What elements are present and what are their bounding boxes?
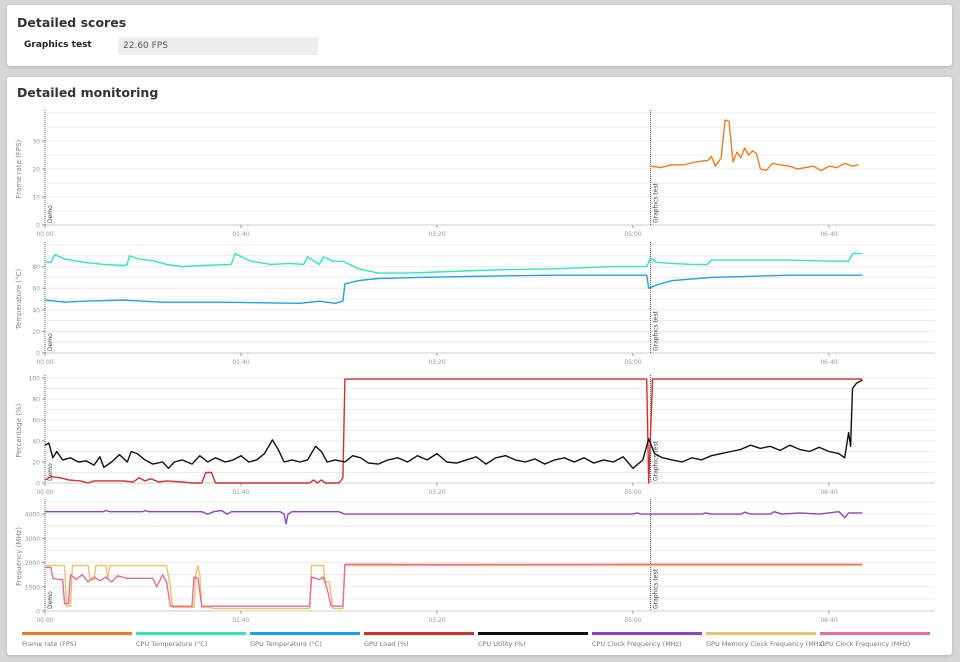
detailed-scores-title: Detailed scores: [17, 15, 127, 30]
x-tick-label: 01:40: [232, 359, 249, 366]
y-tick-label: 20: [32, 329, 40, 336]
marker-label-demo: Demo: [47, 333, 54, 351]
y-tick-label: 60: [32, 418, 40, 425]
y-axis-label: Frame rate (FPS): [15, 139, 23, 198]
detailed-monitoring-title: Detailed monitoring: [17, 85, 159, 100]
series-gpu-temp: [44, 274, 863, 304]
marker-label-demo: Demo: [47, 463, 54, 481]
legend-swatch: [706, 632, 816, 635]
y-tick-label: 30: [32, 139, 40, 146]
x-tick-label: 00:00: [36, 489, 53, 496]
marker-label-graphics-test: Graphics test: [653, 568, 660, 609]
x-tick-label: 03:20: [428, 489, 445, 496]
series-gpu-clock: [45, 563, 863, 607]
y-tick-label: 0: [36, 481, 40, 488]
legend-label: CPU Temperature (°C): [136, 640, 207, 648]
x-tick-label: 03:20: [428, 617, 445, 624]
chart-panel-2: 0 20 40 60 80 00:00 01:40 03:20 05:00 06:40 Temper…: [15, 242, 935, 366]
legend-swatch: [820, 632, 930, 635]
x-tick-label: 05:00: [624, 231, 641, 238]
y-axis-label: Temperature (°C): [15, 269, 23, 331]
legend-swatch: [250, 632, 360, 635]
graphics-test-value: 22.60 FPS: [118, 37, 318, 55]
x-tick-label: 06:40: [820, 359, 837, 366]
x-tick-label: 06:40: [820, 617, 837, 624]
legend-item-gpu-clock: GPU Clock Frequency (MHz): [820, 632, 930, 648]
legend-swatch: [592, 632, 702, 635]
legend-label: GPU Clock Frequency (MHz): [820, 640, 910, 648]
y-tick-label: 1000: [25, 584, 40, 591]
y-tick-label: 40: [32, 439, 40, 446]
graphics-test-label: Graphics test: [24, 40, 92, 50]
legend-swatch: [136, 632, 246, 635]
legend-label: GPU Load (%): [364, 640, 409, 648]
y-axis-label: Frequency (MHz): [15, 527, 23, 586]
x-tick-label: 01:40: [232, 231, 249, 238]
marker-label-demo: Demo: [47, 591, 54, 609]
chart-panel-4: 0 1000 2000 3000 4000 00:00 01:40 03:20 05:00 06:…: [15, 499, 935, 624]
x-tick-label: 00:00: [36, 231, 53, 238]
x-tick-label: 06:40: [820, 489, 837, 496]
y-tick-label: 0: [36, 223, 40, 230]
x-tick-label: 03:20: [428, 359, 445, 366]
legend-label: CPU Utility (%): [478, 640, 526, 648]
x-tick-label: 01:40: [232, 489, 249, 496]
legend-item-cpu-clock: CPU Clock Frequency (MHz): [592, 632, 702, 648]
x-tick-label: 06:40: [820, 231, 837, 238]
detailed-monitoring-card: Detailed monitoring: [7, 77, 952, 655]
marker-label-demo: Demo: [47, 205, 54, 223]
y-tick-label: 0: [36, 609, 40, 616]
marker-label-graphics-test: Graphics test: [653, 440, 660, 481]
detailed-scores-card: Detailed scores Graphics test 22.60 FPS: [7, 5, 952, 66]
legend-label: CPU Clock Frequency (MHz): [592, 640, 682, 648]
y-tick-label: 2000: [25, 560, 40, 567]
y-tick-label: 0: [36, 351, 40, 358]
x-tick-label: 05:00: [624, 489, 641, 496]
y-tick-label: 20: [32, 460, 40, 467]
legend-item-gpu-mem-clock: GPU Memory Clock Frequency (MHz): [706, 632, 825, 648]
legend-label: GPU Memory Clock Frequency (MHz): [706, 640, 825, 648]
y-tick-label: 4000: [25, 512, 40, 519]
legend-swatch: [478, 632, 588, 635]
y-tick-label: 60: [32, 286, 40, 293]
legend-swatch: [22, 632, 132, 635]
y-tick-label: 100: [29, 376, 41, 383]
legend-label: Frame rate (FPS): [22, 640, 76, 648]
x-tick-label: 03:20: [428, 231, 445, 238]
x-tick-label: 01:40: [232, 617, 249, 624]
y-tick-label: 20: [32, 167, 40, 174]
y-axis-label: Percentage (%): [15, 403, 23, 457]
marker-label-graphics-test: Graphics test: [653, 310, 660, 351]
series-cpu-clock: [45, 509, 863, 525]
x-tick-label: 00:00: [36, 617, 53, 624]
x-tick-label: 05:00: [624, 359, 641, 366]
legend-item-gpu-temp: GPU Temperature (°C): [250, 632, 360, 648]
legend-label: GPU Temperature (°C): [250, 640, 322, 648]
y-tick-label: 3000: [25, 536, 40, 543]
chart-panel-1: 0 10 20 30 00:00 01:40 03:20 05:00 06:40 Frame ra…: [15, 110, 935, 238]
y-tick-label: 80: [32, 397, 40, 404]
chart-panel-3: 0 20 40 60 80 100 00:00 01:40 03:20 05:00 06:40 Per…: [15, 375, 935, 496]
x-tick-label: 00:00: [36, 359, 53, 366]
y-tick-label: 80: [32, 264, 40, 271]
legend: Frame rate (FPS) CPU Temperature (°C) GPU …: [22, 632, 930, 648]
y-tick-label: 40: [32, 307, 40, 314]
legend-item-gpu-load: GPU Load (%): [364, 632, 474, 648]
series-cpu-util: [44, 379, 863, 469]
legend-item-cpu-temp: CPU Temperature (°C): [136, 632, 246, 648]
marker-label-graphics-test: Graphics test: [653, 182, 660, 223]
legend-item-cpu-util: CPU Utility (%): [478, 632, 588, 648]
series-fps: [650, 119, 859, 172]
series-gpu-load: [44, 378, 863, 484]
x-tick-label: 05:00: [624, 617, 641, 624]
legend-item-fps: Frame rate (FPS): [22, 632, 132, 648]
y-tick-label: 10: [32, 195, 40, 202]
series-cpu-temp: [45, 252, 863, 274]
legend-swatch: [364, 632, 474, 635]
